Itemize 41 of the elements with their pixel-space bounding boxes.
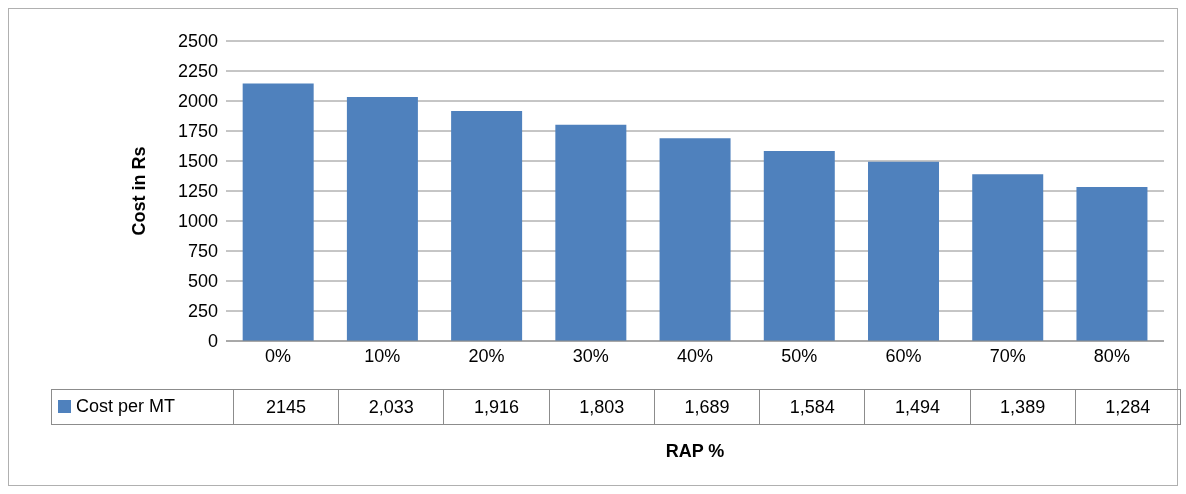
x-tick-label: 30% [572,345,609,366]
x-tick-label: 0% [265,345,292,366]
data-label: 2145 [233,389,339,425]
y-tick-label: 2500 [177,31,218,52]
data-label: 1,803 [549,389,655,425]
legend-label: Cost per MT [76,396,176,417]
x-tick-label: 70% [989,345,1026,366]
data-label: 1,284 [1075,389,1181,425]
bar [1076,186,1148,341]
data-label: 1,494 [864,389,971,425]
y-tick-label: 1000 [177,211,218,232]
y-tick-label: 2000 [177,91,218,112]
data-label: 1,689 [654,389,760,425]
x-tick-label: 20% [468,345,505,366]
bar [972,174,1044,341]
bar [451,111,523,341]
x-axis-title: RAP % [664,441,726,462]
bar [346,97,418,341]
bar [868,161,940,341]
y-tick-label: 1500 [177,151,218,172]
x-tick-label: 40% [676,345,714,366]
x-tick-label: 10% [364,345,401,366]
x-tick-label: 50% [781,345,818,366]
y-tick-label: 500 [187,271,218,292]
data-label: 1,389 [970,389,1076,425]
bar [242,83,314,341]
y-tick-label: 750 [187,241,218,262]
data-label: 1,916 [443,389,550,425]
y-tick-label: 1250 [177,181,218,202]
x-tick-label: 80% [1093,345,1130,366]
data-label: 2,033 [338,389,444,425]
data-label: 1,584 [759,389,865,425]
bar [555,124,627,341]
y-tick-label: 0 [207,331,218,352]
x-tick-label: 60% [885,345,922,366]
y-tick-label: 250 [187,301,218,322]
y-tick-label: 1750 [177,121,218,142]
y-axis-title: Cost in Rs [129,146,150,236]
bar [763,150,835,341]
y-tick-label: 2250 [177,61,218,82]
bar [659,138,731,341]
